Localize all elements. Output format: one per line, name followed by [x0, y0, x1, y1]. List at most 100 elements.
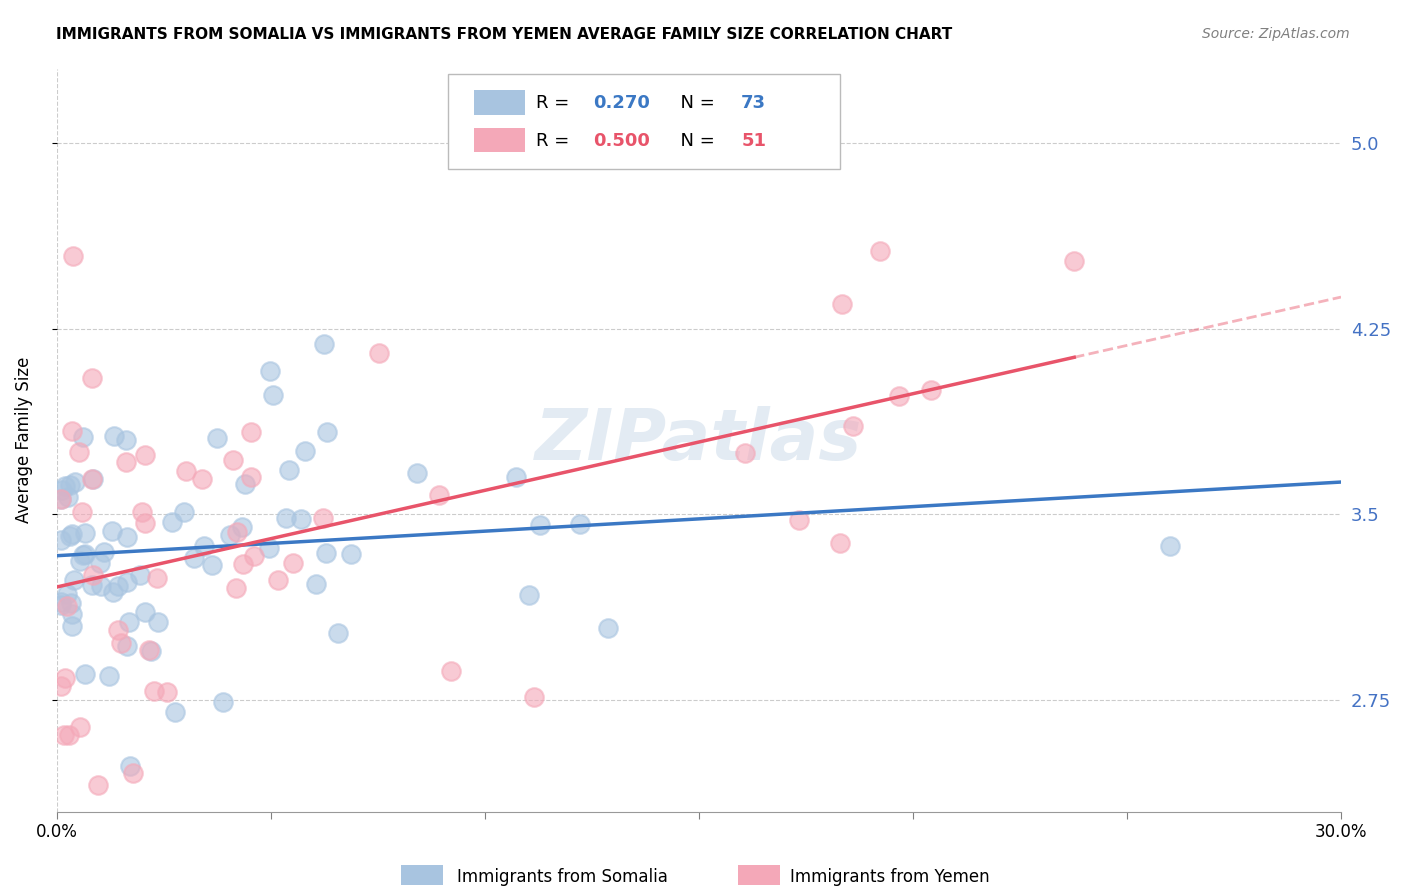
Point [315, 546, 337, 560]
Point [122, 765, 145, 780]
Point [70, 505, 93, 519]
Point [115, 575, 138, 590]
Point [212, 695, 235, 709]
Point [831, 297, 853, 311]
Point [529, 517, 551, 532]
Point [440, 664, 463, 678]
Point [131, 505, 153, 519]
Point [205, 431, 228, 445]
Point [56, 491, 79, 505]
Point [49, 533, 72, 547]
Point [103, 585, 125, 599]
Point [193, 539, 215, 553]
Point [49, 491, 72, 506]
Point [290, 511, 312, 525]
Text: 0.270: 0.270 [593, 94, 651, 112]
Point [315, 425, 337, 440]
Point [259, 364, 281, 378]
Point [49, 598, 72, 612]
Point [56, 599, 79, 613]
Point [80, 370, 103, 384]
Point [53, 671, 76, 685]
Point [294, 444, 316, 458]
Point [63, 475, 86, 490]
Point [146, 571, 169, 585]
Point [240, 425, 263, 439]
Text: 0.500: 0.500 [593, 132, 651, 150]
Point [117, 639, 139, 653]
Point [59, 529, 82, 543]
Point [232, 557, 254, 571]
Point [406, 466, 429, 480]
Point [920, 383, 942, 397]
Point [596, 621, 619, 635]
Point [110, 635, 132, 649]
Point [59, 478, 82, 492]
Point [183, 550, 205, 565]
Point [49, 679, 72, 693]
Point [305, 576, 328, 591]
Point [142, 683, 165, 698]
Point [219, 528, 242, 542]
Text: N =: N = [669, 94, 721, 112]
Point [568, 517, 591, 532]
Point [340, 547, 363, 561]
Point [51, 594, 73, 608]
Point [60, 607, 83, 621]
Point [93, 545, 115, 559]
Point [505, 470, 527, 484]
Point [312, 511, 335, 525]
Point [1063, 254, 1085, 268]
Point [82, 472, 104, 486]
Point [842, 419, 865, 434]
Point [869, 244, 891, 258]
Text: Source: ZipAtlas.com: Source: ZipAtlas.com [1202, 27, 1350, 41]
Point [72, 548, 94, 562]
Point [69, 721, 91, 735]
Point [115, 530, 138, 544]
Point [60, 619, 83, 633]
Point [221, 453, 243, 467]
Point [368, 346, 391, 360]
Point [156, 685, 179, 699]
Point [73, 547, 96, 561]
Point [1159, 539, 1181, 553]
Point [231, 520, 253, 534]
Point [101, 524, 124, 538]
Text: 73: 73 [741, 94, 766, 112]
Point [51, 483, 73, 498]
Point [134, 516, 156, 531]
Point [98, 669, 121, 683]
Point [887, 389, 910, 403]
Point [53, 729, 76, 743]
Point [191, 472, 214, 486]
Text: Immigrants from Yemen: Immigrants from Yemen [790, 868, 990, 886]
Point [62, 573, 84, 587]
Point [277, 462, 299, 476]
Point [165, 705, 187, 719]
Point [69, 554, 91, 568]
Text: IMMIGRANTS FROM SOMALIA VS IMMIGRANTS FROM YEMEN AVERAGE FAMILY SIZE CORRELATION: IMMIGRANTS FROM SOMALIA VS IMMIGRANTS FR… [56, 27, 952, 42]
Y-axis label: Average Family Size: Average Family Size [15, 357, 32, 524]
Point [90, 579, 112, 593]
Point [60, 425, 83, 439]
Point [243, 549, 266, 563]
Text: R =: R = [536, 132, 575, 150]
Point [734, 446, 756, 460]
Point [118, 759, 141, 773]
Point [73, 525, 96, 540]
Point [103, 429, 125, 443]
Point [138, 643, 160, 657]
Point [146, 615, 169, 629]
Point [55, 587, 77, 601]
Text: N =: N = [669, 132, 721, 150]
Text: 51: 51 [741, 132, 766, 150]
Point [67, 445, 90, 459]
Point [82, 568, 104, 582]
Point [115, 455, 138, 469]
Point [314, 337, 336, 351]
Point [107, 579, 129, 593]
Point [82, 472, 104, 486]
Point [173, 505, 195, 519]
Point [58, 728, 80, 742]
